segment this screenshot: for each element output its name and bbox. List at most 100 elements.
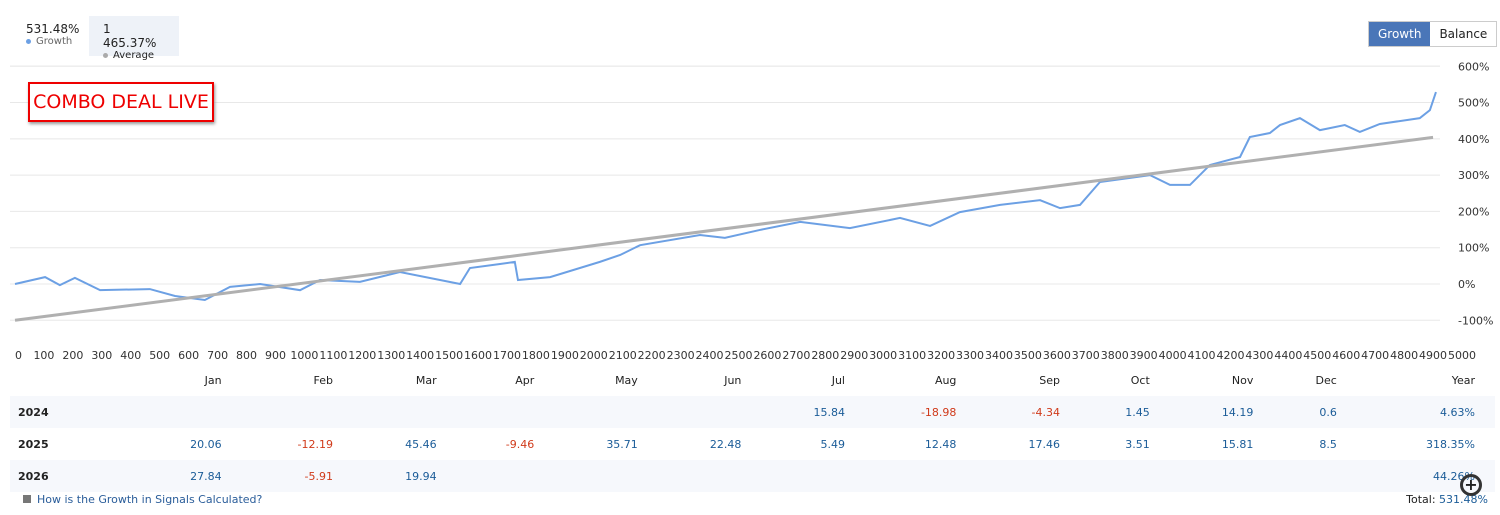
total: Total: 531.48% <box>1406 493 1488 506</box>
value-cell: 15.81 <box>1221 437 1254 451</box>
y-tick-label: 300% <box>1458 169 1489 182</box>
growth-dot-icon <box>26 38 31 44</box>
value-cell: 22.48 <box>709 437 742 451</box>
column-header: Jul <box>831 373 845 387</box>
value-cell <box>976 460 1081 492</box>
value-cell: -12.19 <box>297 437 334 451</box>
x-tick-label: 3700 <box>1072 349 1100 362</box>
x-tick-label: 3500 <box>1014 349 1042 362</box>
x-tick-label: 900 <box>265 349 286 362</box>
value-cell: 27.84 <box>138 460 242 492</box>
x-tick-label: 2500 <box>725 349 753 362</box>
x-tick-label: 2200 <box>638 349 666 362</box>
x-tick-label: 4800 <box>1390 349 1418 362</box>
x-tick-label: 4000 <box>1159 349 1187 362</box>
y-tick-label: 600% <box>1458 60 1489 73</box>
value-cell: 17.46 <box>1028 437 1061 451</box>
x-tick-label: 4200 <box>1216 349 1244 362</box>
x-tick-label: 1400 <box>406 349 434 362</box>
table-row: 2025 20.06 -12.19 45.46 -9.46 35.71 22.48 5.49 1… <box>10 428 1495 460</box>
x-tick-label: 3900 <box>1130 349 1158 362</box>
value-cell: 14.19 <box>1169 396 1274 428</box>
x-tick-label: 4400 <box>1274 349 1302 362</box>
value-cell: -5.91 <box>241 460 354 492</box>
table-row: 2024 15.84 -18.98 -4.34 1.45 14.19 0.6 4.63% <box>10 396 1495 428</box>
growth-button[interactable]: Growth <box>1369 22 1431 46</box>
x-tick-label: 700 <box>207 349 228 362</box>
average-value: 1 465.37% <box>103 22 157 50</box>
value-cell <box>554 460 658 492</box>
x-tick-label: 100 <box>33 349 54 362</box>
x-tick-label: 2600 <box>753 349 781 362</box>
x-tick-label: 4300 <box>1245 349 1273 362</box>
x-tick-label: 1300 <box>377 349 405 362</box>
value-cell: -9.46 <box>505 437 535 451</box>
x-tick-label: 3300 <box>956 349 984 362</box>
x-tick-label: 1200 <box>348 349 376 362</box>
zoom-icon[interactable]: + <box>1460 474 1482 496</box>
y-tick-label: 0% <box>1458 278 1475 291</box>
balance-button[interactable]: Balance <box>1439 27 1488 41</box>
x-tick-label: 3000 <box>869 349 897 362</box>
column-header: Apr <box>515 373 535 387</box>
x-tick-label: 500 <box>149 349 170 362</box>
x-tick-label: 600 <box>178 349 199 362</box>
x-tick-label: 2400 <box>696 349 724 362</box>
value-cell: 12.48 <box>924 437 957 451</box>
column-header: Oct <box>1130 373 1150 387</box>
table-header: Jan Feb Mar Apr May Jun Jul Aug Sep Oct Nov Dec Year <box>10 364 1495 396</box>
x-tick-label: 800 <box>236 349 257 362</box>
x-tick-label: 1700 <box>493 349 521 362</box>
x-tick-label: 4900 <box>1419 349 1447 362</box>
column-header: Jun <box>724 373 742 387</box>
monthly-table: Jan Feb Mar Apr May Jun Jul Aug Sep Oct Nov Dec Year… <box>10 364 1495 492</box>
value-cell: -18.98 <box>865 396 977 428</box>
growth-label: Growth <box>36 36 73 47</box>
table-row: 2026 27.84 -5.91 19.94 44.26% <box>10 460 1495 492</box>
growth-help-link[interactable]: How is the Growth in Signals Calculated? <box>23 493 262 506</box>
help-icon <box>23 495 31 503</box>
column-header: Dec <box>1315 373 1337 387</box>
x-tick-label: 2700 <box>782 349 810 362</box>
value-cell: 35.71 <box>606 437 638 451</box>
value-cell <box>865 460 977 492</box>
x-tick-label: 4100 <box>1188 349 1216 362</box>
value-cell <box>1273 460 1357 492</box>
x-tick-label: 1900 <box>551 349 579 362</box>
value-cell: 3.51 <box>1125 437 1150 451</box>
x-tick-label: 2300 <box>667 349 695 362</box>
value-cell <box>554 396 658 428</box>
year-cell: 2025 <box>18 437 49 451</box>
x-tick-label: 300 <box>91 349 112 362</box>
average-dot-icon <box>103 52 108 58</box>
value-cell: 20.06 <box>190 437 222 451</box>
x-tick-label: 4600 <box>1332 349 1360 362</box>
column-header: Aug <box>934 373 957 387</box>
column-header: Year <box>1451 373 1475 387</box>
x-tick-label: 3800 <box>1101 349 1129 362</box>
column-header: Nov <box>1231 373 1254 387</box>
value-cell: 19.94 <box>353 460 457 492</box>
x-tick-label: 1000 <box>290 349 318 362</box>
total-label: Total: <box>1406 493 1436 506</box>
year-cell: 2024 <box>10 396 138 428</box>
y-tick-label: 400% <box>1458 133 1489 146</box>
x-tick-label: 3400 <box>985 349 1013 362</box>
value-cell: 8.5 <box>1319 437 1337 451</box>
x-tick-label: 3200 <box>927 349 955 362</box>
average-line <box>14 135 1434 322</box>
x-tick-label: 3100 <box>898 349 926 362</box>
growth-value: 531.48% <box>26 22 80 36</box>
column-header <box>10 364 138 396</box>
help-link-text[interactable]: How is the Growth in Signals Calculated? <box>37 493 263 506</box>
growth-chart: 600% 500% 400% 300% 200% 100% 0% -100% 0 100 200 30… <box>10 60 1493 362</box>
combo-deal-banner: COMBO DEAL LIVE <box>28 82 214 122</box>
value-cell <box>138 396 242 428</box>
x-tick-label: 4500 <box>1303 349 1331 362</box>
average-stat[interactable]: 1 465.37% Average <box>89 16 179 61</box>
value-cell: 0.6 <box>1273 396 1357 428</box>
x-tick-label: 1100 <box>319 349 347 362</box>
value-cell: 15.84 <box>761 396 865 428</box>
growth-stat[interactable]: 531.48% Growth <box>12 16 93 56</box>
column-header: Sep <box>1039 373 1061 387</box>
